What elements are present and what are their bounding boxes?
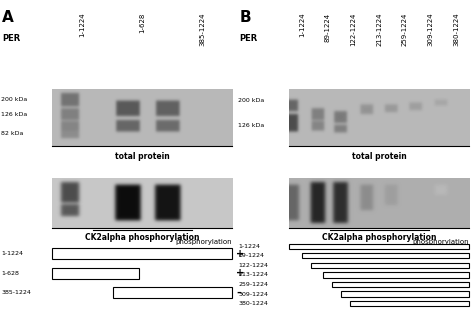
Text: phosphorylation: phosphorylation xyxy=(176,239,232,245)
Text: 259-1224: 259-1224 xyxy=(238,282,268,287)
Text: -: - xyxy=(473,270,474,280)
Text: 122-1224: 122-1224 xyxy=(238,263,268,268)
Text: A: A xyxy=(2,10,14,24)
Text: 309-1224: 309-1224 xyxy=(428,13,434,46)
Text: 385-1224: 385-1224 xyxy=(199,13,205,46)
Text: +: + xyxy=(473,241,474,251)
Text: +: + xyxy=(236,268,244,278)
Text: 1-628: 1-628 xyxy=(139,13,145,33)
Text: 122-1224: 122-1224 xyxy=(350,13,356,46)
Text: total protein: total protein xyxy=(115,152,170,161)
Text: -: - xyxy=(473,280,474,289)
Text: PER: PER xyxy=(2,34,21,42)
Text: 126 kDa: 126 kDa xyxy=(1,112,27,117)
Text: 200 kDa: 200 kDa xyxy=(238,98,264,103)
Text: B: B xyxy=(239,10,251,24)
Text: -: - xyxy=(473,289,474,299)
Text: phosphorylation: phosphorylation xyxy=(413,239,469,245)
Text: 380-1224: 380-1224 xyxy=(454,13,459,46)
Text: CK2alpha phosphorylation: CK2alpha phosphorylation xyxy=(85,233,200,242)
Text: 1-1224: 1-1224 xyxy=(1,251,23,256)
Text: 213-1224: 213-1224 xyxy=(238,272,268,277)
Text: 89-1224: 89-1224 xyxy=(238,253,264,258)
Polygon shape xyxy=(112,92,172,114)
Text: -: - xyxy=(236,288,241,298)
Text: 1-628: 1-628 xyxy=(1,271,19,276)
Text: +: + xyxy=(473,260,474,270)
Text: 1-1224: 1-1224 xyxy=(79,13,85,37)
Text: CK2alpha phosphorylation: CK2alpha phosphorylation xyxy=(322,233,437,242)
Text: 385-1224: 385-1224 xyxy=(1,290,31,295)
Text: +: + xyxy=(473,251,474,261)
Text: 126 kDa: 126 kDa xyxy=(238,123,264,128)
Text: 380-1224: 380-1224 xyxy=(238,301,268,306)
Text: 82 kDa: 82 kDa xyxy=(1,131,24,136)
Text: 213-1224: 213-1224 xyxy=(376,13,382,46)
Text: 259-1224: 259-1224 xyxy=(402,13,408,46)
Text: 1-1224: 1-1224 xyxy=(238,244,260,249)
Text: -: - xyxy=(473,299,474,308)
Text: 309-1224: 309-1224 xyxy=(238,292,268,296)
Text: +: + xyxy=(236,249,244,259)
Text: total protein: total protein xyxy=(352,152,407,161)
Text: 200 kDa: 200 kDa xyxy=(1,97,27,101)
Text: PER: PER xyxy=(239,34,258,42)
Text: 89-1224: 89-1224 xyxy=(325,13,331,42)
Text: 1-1224: 1-1224 xyxy=(299,13,305,37)
